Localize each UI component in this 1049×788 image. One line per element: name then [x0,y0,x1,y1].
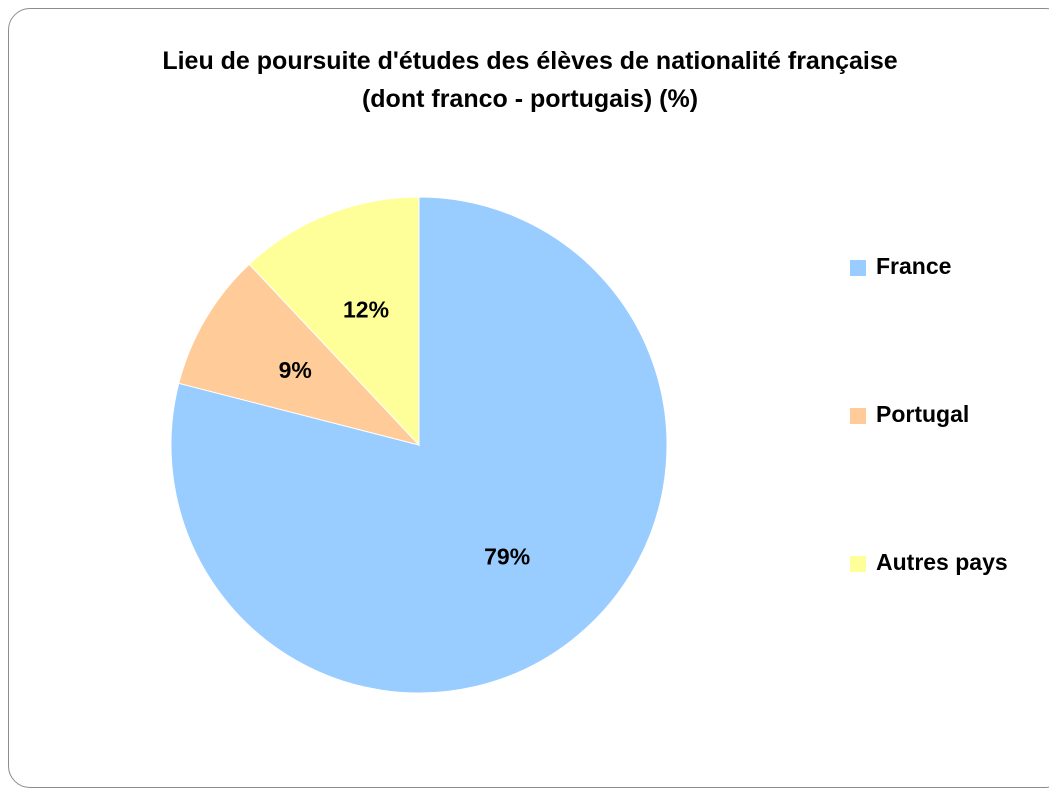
legend-swatch [850,408,866,424]
data-label: 79% [484,544,530,570]
legend-swatch [850,556,866,572]
legend-label: Portugal [876,401,969,427]
legend-swatch [850,260,866,276]
pie-slice [248,196,420,447]
data-label: 9% [279,357,312,383]
data-label: 12% [343,296,389,322]
legend-label: Autres pays [876,549,1008,575]
legend-label: France [876,253,951,279]
chart: 79% 9% 12% France Portugal Autres pays [170,196,1008,694]
pie-slice [178,263,421,446]
pie-slice [170,196,668,694]
chart-title: Lieu de poursuite d'études des élèves de… [162,47,898,113]
